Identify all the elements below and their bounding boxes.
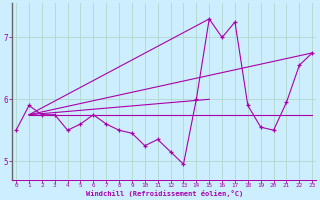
X-axis label: Windchill (Refroidissement éolien,°C): Windchill (Refroidissement éolien,°C)	[85, 190, 243, 197]
